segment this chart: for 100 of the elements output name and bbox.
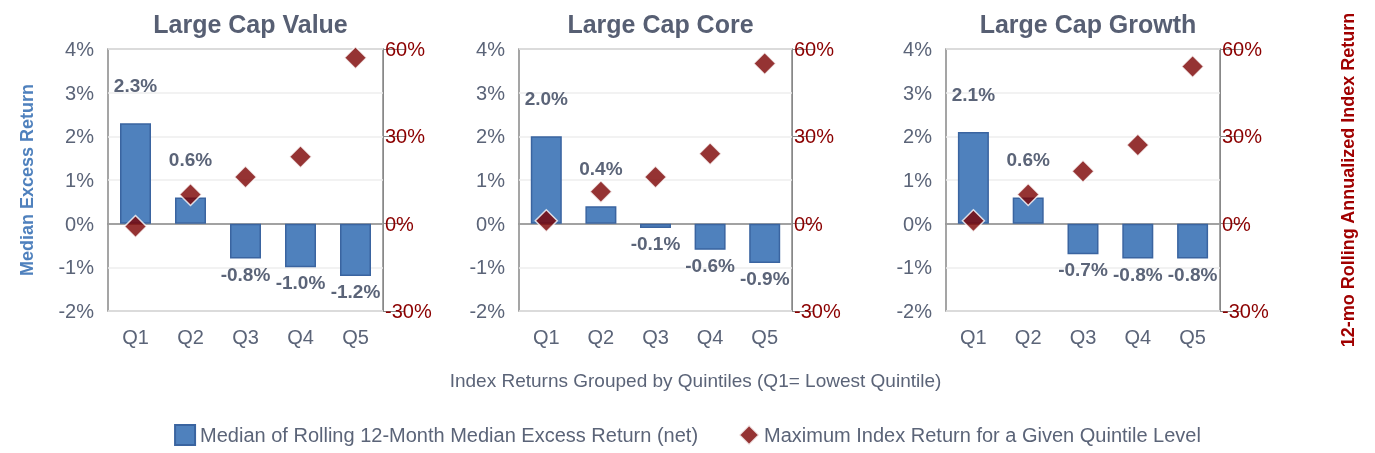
y2-tick-label: -30% bbox=[385, 300, 432, 322]
bar bbox=[585, 206, 617, 224]
y-tick-label: 2% bbox=[903, 125, 933, 148]
bar bbox=[1012, 197, 1044, 224]
y2-tick-label: 30% bbox=[794, 125, 835, 148]
y-tick-label: -2% bbox=[469, 300, 506, 322]
legend-label: Median of Rolling 12-Month Median Excess Return (net) bbox=[200, 424, 699, 446]
y2-tick-label: 0% bbox=[1222, 212, 1252, 235]
y-tick-label: 3% bbox=[476, 81, 506, 104]
x-tick-label: Q3 bbox=[232, 326, 259, 348]
x-tick-label: Q3 bbox=[642, 326, 669, 348]
bar bbox=[1177, 223, 1209, 259]
data-label: -0.9% bbox=[739, 267, 790, 289]
y2-tick-label: -30% bbox=[1222, 300, 1269, 322]
data-label: -0.6% bbox=[685, 254, 736, 276]
y2-tick-label: -30% bbox=[794, 300, 841, 322]
x-tick-label: Q2 bbox=[587, 326, 615, 348]
bar bbox=[957, 131, 989, 224]
x-tick-label: Q4 bbox=[696, 326, 724, 348]
point bbox=[534, 209, 559, 233]
y-tick-label: -1% bbox=[58, 256, 95, 279]
y-tick-label: 1% bbox=[476, 169, 506, 191]
bar bbox=[694, 223, 726, 250]
data-label: -0.7% bbox=[1058, 259, 1108, 281]
data-label: -1.2% bbox=[330, 281, 381, 303]
x-tick-label: Q1 bbox=[122, 326, 149, 348]
x-tick-label: Q1 bbox=[532, 326, 560, 348]
bar bbox=[230, 223, 261, 259]
y2-tick-label: 30% bbox=[1222, 125, 1263, 148]
data-label: -0.8% bbox=[1167, 263, 1218, 285]
y-tick-label: 0% bbox=[476, 212, 506, 235]
point bbox=[1016, 182, 1040, 207]
point bbox=[1071, 159, 1095, 184]
data-label: 2.0% bbox=[524, 88, 569, 110]
y-tick-label: 2% bbox=[65, 125, 95, 148]
y2-tick-label: 0% bbox=[385, 212, 415, 235]
bar bbox=[285, 223, 316, 268]
data-label: -0.1% bbox=[630, 233, 681, 255]
data-label: -0.8% bbox=[220, 263, 271, 285]
x-tick-label: Q5 bbox=[1179, 326, 1206, 348]
y2-tick-label: 60% bbox=[794, 38, 835, 60]
y-tick-label: 2% bbox=[476, 125, 506, 148]
y2-tick-label: 60% bbox=[1222, 38, 1263, 60]
x-tick-label: Q3 bbox=[1069, 326, 1097, 348]
y-tick-label: 0% bbox=[65, 212, 95, 235]
y-tick-label: 4% bbox=[65, 38, 95, 60]
bar bbox=[340, 223, 371, 277]
chart-title: Large Cap Core bbox=[567, 9, 754, 38]
data-label: -0.8% bbox=[1112, 263, 1163, 285]
legend-label: Maximum Index Return for a Given Quintile Level bbox=[764, 424, 1201, 446]
bar bbox=[120, 123, 151, 224]
x-tick-label: Q2 bbox=[1014, 326, 1042, 348]
point bbox=[123, 214, 148, 239]
y-tick-label: 4% bbox=[476, 38, 506, 60]
data-label: 0.4% bbox=[579, 158, 623, 180]
point bbox=[698, 142, 722, 166]
y-tick-label: 1% bbox=[903, 169, 933, 191]
y-tick-label: 1% bbox=[65, 169, 95, 191]
y-axis-title: Median Excess Return bbox=[17, 83, 37, 277]
point bbox=[343, 45, 368, 70]
bar bbox=[1067, 223, 1099, 255]
point bbox=[643, 165, 668, 189]
y-tick-label: 3% bbox=[65, 81, 95, 104]
y-tick-label: -2% bbox=[58, 300, 95, 322]
bar bbox=[749, 223, 781, 263]
y-tick-label: -2% bbox=[896, 300, 933, 322]
bar bbox=[640, 223, 671, 229]
data-label: 2.3% bbox=[113, 75, 158, 97]
y-tick-label: 0% bbox=[903, 212, 933, 235]
data-label: 2.1% bbox=[951, 83, 996, 105]
point bbox=[178, 182, 203, 207]
point bbox=[1126, 133, 1150, 157]
x-tick-label: Q4 bbox=[287, 326, 314, 348]
point bbox=[752, 51, 777, 76]
x-tick-label: Q2 bbox=[177, 326, 204, 348]
y2-tick-label: 0% bbox=[794, 212, 824, 235]
x-tick-label: Q5 bbox=[342, 326, 369, 348]
x-axis-title: Index Returns Grouped by Quintiles (Q1= Lowest Quintile) bbox=[449, 370, 942, 391]
y2-tick-label: 30% bbox=[385, 125, 426, 148]
chart-title: Large Cap Value bbox=[153, 9, 348, 38]
y-tick-label: -1% bbox=[469, 256, 506, 279]
y-tick-label: -1% bbox=[896, 256, 933, 279]
data-label: 0.6% bbox=[168, 149, 213, 171]
point bbox=[233, 165, 258, 189]
y-tick-label: 4% bbox=[903, 38, 933, 60]
data-label: 0.6% bbox=[1006, 149, 1050, 171]
x-tick-label: Q4 bbox=[1124, 326, 1152, 348]
data-label: -1.0% bbox=[275, 272, 326, 294]
x-tick-label: Q1 bbox=[960, 326, 987, 348]
point bbox=[589, 179, 613, 204]
y2-axis-title: 12-mo Rolling Annualized Index Return bbox=[1338, 12, 1358, 348]
point bbox=[961, 209, 986, 233]
y-tick-label: 3% bbox=[903, 81, 933, 104]
point bbox=[288, 144, 313, 169]
bar bbox=[530, 136, 562, 224]
y2-tick-label: 60% bbox=[385, 38, 426, 60]
bar bbox=[1122, 223, 1154, 259]
x-tick-label: Q5 bbox=[751, 326, 779, 348]
point bbox=[1180, 54, 1205, 79]
chart-title: Large Cap Growth bbox=[979, 9, 1197, 38]
